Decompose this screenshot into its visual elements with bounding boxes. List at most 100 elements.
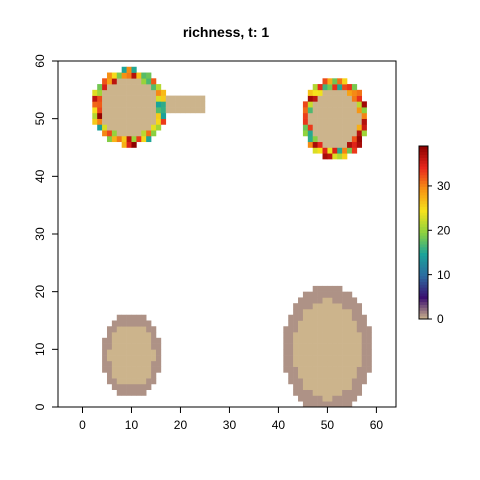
heatmap-cell [317,401,323,408]
heatmap-cell [322,303,328,310]
heatmap-cell [121,366,127,373]
heatmap-cell [312,395,318,402]
heatmap-cell [366,366,372,373]
heatmap-cell [332,314,338,321]
colorbar-tick-label: 30 [437,179,451,193]
heatmap-cell [312,285,318,292]
heatmap-cell [106,355,113,362]
heatmap-cell [131,107,137,114]
heatmap-cell [131,326,137,333]
heatmap-cell [136,389,142,396]
heatmap-cell [106,118,113,125]
heatmap-cell [302,320,309,327]
heatmap-cell [317,107,323,114]
heatmap-cell [146,84,152,91]
heatmap-cell [111,72,118,79]
heatmap-cell [347,326,353,333]
heatmap-cell [327,383,333,390]
heatmap-cell [131,95,137,102]
heatmap-cell [126,320,132,327]
x-axis: 0 10 20 30 40 50 60 [79,406,383,432]
heatmap-cell [342,89,348,96]
heatmap-cell [151,326,157,333]
heatmap-cell [283,337,289,344]
heatmap-cell [356,118,363,125]
heatmap-cell [136,72,142,79]
heatmap-cell [327,118,333,125]
heatmap-cell [307,401,314,408]
heatmap-cell [288,349,294,356]
heatmap-cell [283,349,289,356]
heatmap-cell [126,378,132,385]
heatmap-cell [317,297,323,304]
heatmap-cell [131,101,137,108]
heatmap-cell [146,320,152,327]
heatmap-cell [170,107,176,114]
colorbar-tick-label: 20 [437,223,451,237]
heatmap-cell [327,320,333,327]
heatmap-cell [136,118,142,125]
heatmap-cell [312,378,318,385]
heatmap-cell [347,337,353,344]
colorbar-segment [419,200,428,205]
heatmap-cell [146,107,152,114]
heatmap-cell [106,378,113,385]
heatmap-cell [141,332,147,339]
heatmap-cell [307,291,314,298]
heatmap-cell [347,366,353,373]
heatmap-cell [111,89,118,96]
colorbar-segment [419,252,428,256]
colorbar-segment [419,163,428,167]
heatmap-cell [121,337,127,344]
chart-title: richness, t: 1 [183,24,270,40]
heatmap-cell [302,401,309,408]
heatmap-cell [126,314,132,321]
heatmap-cell [116,101,122,108]
heatmap-cell [293,372,299,379]
heatmap-cell [347,291,353,298]
heatmap-cell [136,314,142,321]
heatmap-cell [136,360,142,367]
colorbar-segment [419,298,428,303]
heatmap-cell [327,101,333,108]
heatmap-cell [136,84,142,91]
heatmap-cell [293,366,299,373]
heatmap-cell [317,141,323,148]
heatmap-cell [312,118,318,125]
heatmap-cell [356,107,363,114]
heatmap-cell [151,378,157,385]
heatmap-cell [342,372,348,379]
heatmap-cell [151,372,157,379]
heatmap-cell [102,89,108,96]
heatmap-cell [195,107,201,114]
heatmap-cell [151,130,157,137]
heatmap-cell [312,332,318,339]
heatmap-cell [317,84,323,91]
heatmap-cell [141,372,147,379]
heatmap-cell [361,130,367,137]
heatmap-cell [121,118,127,125]
heatmap-cell [302,130,309,137]
x-tick-label: 30 [223,418,237,432]
heatmap-cell [102,355,108,362]
heatmap-cell [307,112,314,119]
heatmap-cell [298,308,304,316]
heatmap-cell [332,78,338,85]
heatmap-cell [327,95,333,102]
heatmap-cell [356,124,363,131]
heatmap-cell [347,124,353,131]
heatmap-cell [126,326,132,333]
heatmap-cell [322,153,328,160]
heatmap-cell [337,124,343,131]
heatmap-cell [141,355,147,362]
heatmap-cell [312,383,318,390]
heatmap-cell [342,401,348,408]
heatmap-cell [327,285,333,292]
heatmap-cell [141,107,147,114]
heatmap-cell [116,84,122,91]
heatmap-cell [293,303,299,310]
heatmap-cell [155,366,162,373]
heatmap-cell [312,360,318,367]
heatmap-cell [322,95,328,102]
heatmap-cell [151,337,157,344]
